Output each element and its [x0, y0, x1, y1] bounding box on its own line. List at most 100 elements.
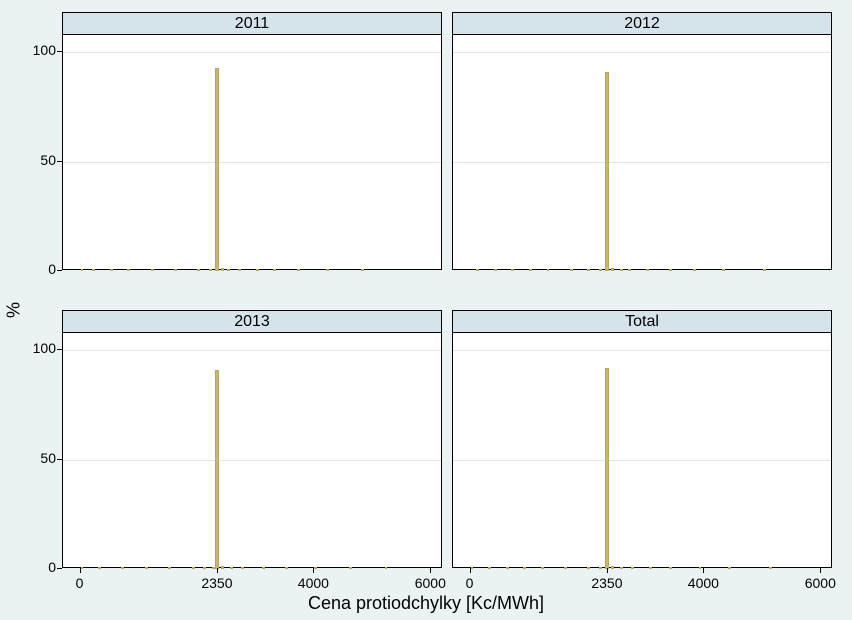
histogram-bar: [728, 567, 731, 569]
panel-body: [63, 35, 441, 271]
histogram-bar: [722, 269, 725, 271]
xtick-mark: [470, 568, 471, 573]
histogram-bar: [209, 269, 212, 271]
panel-body: [453, 35, 831, 271]
xtick-label: 4000: [673, 575, 733, 591]
histogram-bar: [564, 567, 567, 569]
xtick-mark: [80, 568, 81, 573]
xtick-mark: [217, 568, 218, 573]
histogram-bar: [769, 567, 772, 569]
panel-body: [453, 333, 831, 569]
histogram-bar: [385, 567, 388, 569]
panel-title: 2013: [63, 311, 441, 333]
histogram-bar: [238, 269, 241, 271]
panel-title: 2011: [63, 13, 441, 35]
histogram-bar: [297, 269, 300, 271]
ytick-mark: [57, 51, 62, 52]
ytick-label: 0: [16, 559, 56, 575]
histogram-bar: [314, 567, 317, 569]
histogram-bar: [605, 72, 609, 271]
xtick-mark: [313, 568, 314, 573]
ytick-mark: [57, 161, 62, 162]
histogram-bar: [488, 567, 491, 569]
histogram-bar: [285, 567, 288, 569]
histogram-bar: [693, 269, 696, 271]
gridline: [63, 52, 441, 53]
xtick-label: 0: [50, 575, 110, 591]
y-axis-title: %: [4, 302, 25, 318]
histogram-bar: [587, 269, 590, 271]
histogram-bar: [620, 269, 623, 271]
histogram-bar: [471, 567, 474, 569]
histogram-bar: [570, 269, 573, 271]
ytick-label: 0: [16, 261, 56, 277]
histogram-bar: [215, 68, 219, 271]
ytick-label: 50: [16, 450, 56, 466]
ytick-label: 50: [16, 152, 56, 168]
histogram-bar: [192, 567, 195, 569]
histogram-bar: [151, 269, 154, 271]
histogram-bar: [599, 567, 602, 569]
histogram-bar: [599, 269, 602, 271]
histogram-bar: [221, 268, 224, 271]
gridline: [63, 460, 441, 461]
histogram-bar: [631, 567, 634, 569]
xtick-mark: [703, 568, 704, 573]
histogram-bar: [121, 567, 124, 569]
histogram-bar: [649, 567, 652, 569]
plot-area: 2011050100201220130501000235040006000Tot…: [62, 12, 832, 568]
histogram-bar: [763, 269, 766, 271]
gridline: [453, 52, 831, 53]
x-tick-row: 0235040006000: [62, 573, 442, 593]
xtick-label: 4000: [283, 575, 343, 591]
histogram-bar: [494, 269, 497, 271]
panel-title: Total: [453, 311, 831, 333]
ytick-label: 100: [16, 340, 56, 356]
histogram-bar: [506, 567, 509, 569]
panel-total: Total: [452, 310, 832, 568]
xtick-label: 2350: [187, 575, 247, 591]
histogram-bar: [511, 269, 514, 271]
histogram-bar: [168, 567, 171, 569]
gridline: [453, 460, 831, 461]
panel-2012: 2012: [452, 12, 832, 270]
xtick-mark: [430, 568, 431, 573]
histogram-bar: [110, 269, 113, 271]
xtick-label: 2350: [577, 575, 637, 591]
ytick-mark: [57, 270, 62, 271]
histogram-bar: [349, 567, 352, 569]
histogram-bar: [174, 269, 177, 271]
histogram-bar: [227, 269, 230, 271]
histogram-bar: [203, 567, 206, 569]
histogram-bar: [127, 269, 130, 271]
histogram-bar: [669, 567, 672, 569]
histogram-bar: [699, 567, 702, 569]
x-tick-row: 0235040006000: [452, 573, 832, 593]
panel-title: 2012: [453, 13, 831, 35]
histogram-bar: [221, 566, 224, 569]
histogram-bar: [611, 566, 614, 569]
histogram-bar: [611, 268, 614, 271]
histogram-bar: [587, 567, 590, 569]
gridline: [63, 350, 441, 351]
histogram-bar: [547, 269, 550, 271]
x-axis-title: Cena protiodchylky [Kc/MWh]: [0, 593, 852, 614]
panel-2011: 2011: [62, 12, 442, 270]
histogram-bar: [605, 368, 609, 569]
gridline: [453, 350, 831, 351]
histogram-bar: [361, 269, 364, 271]
histogram-bar: [256, 269, 259, 271]
panel-2013: 2013: [62, 310, 442, 568]
histogram-bar: [241, 567, 244, 569]
ytick-label: 100: [16, 42, 56, 58]
histogram-bar: [620, 567, 623, 569]
histogram-bar: [628, 269, 631, 271]
histogram-bar: [669, 269, 672, 271]
ytick-mark: [57, 568, 62, 569]
histogram-bar: [98, 567, 101, 569]
gridline: [453, 162, 831, 163]
histogram-bar: [230, 567, 233, 569]
histogram-bar: [646, 269, 649, 271]
panel-body: [63, 333, 441, 569]
histogram-bar: [197, 269, 200, 271]
